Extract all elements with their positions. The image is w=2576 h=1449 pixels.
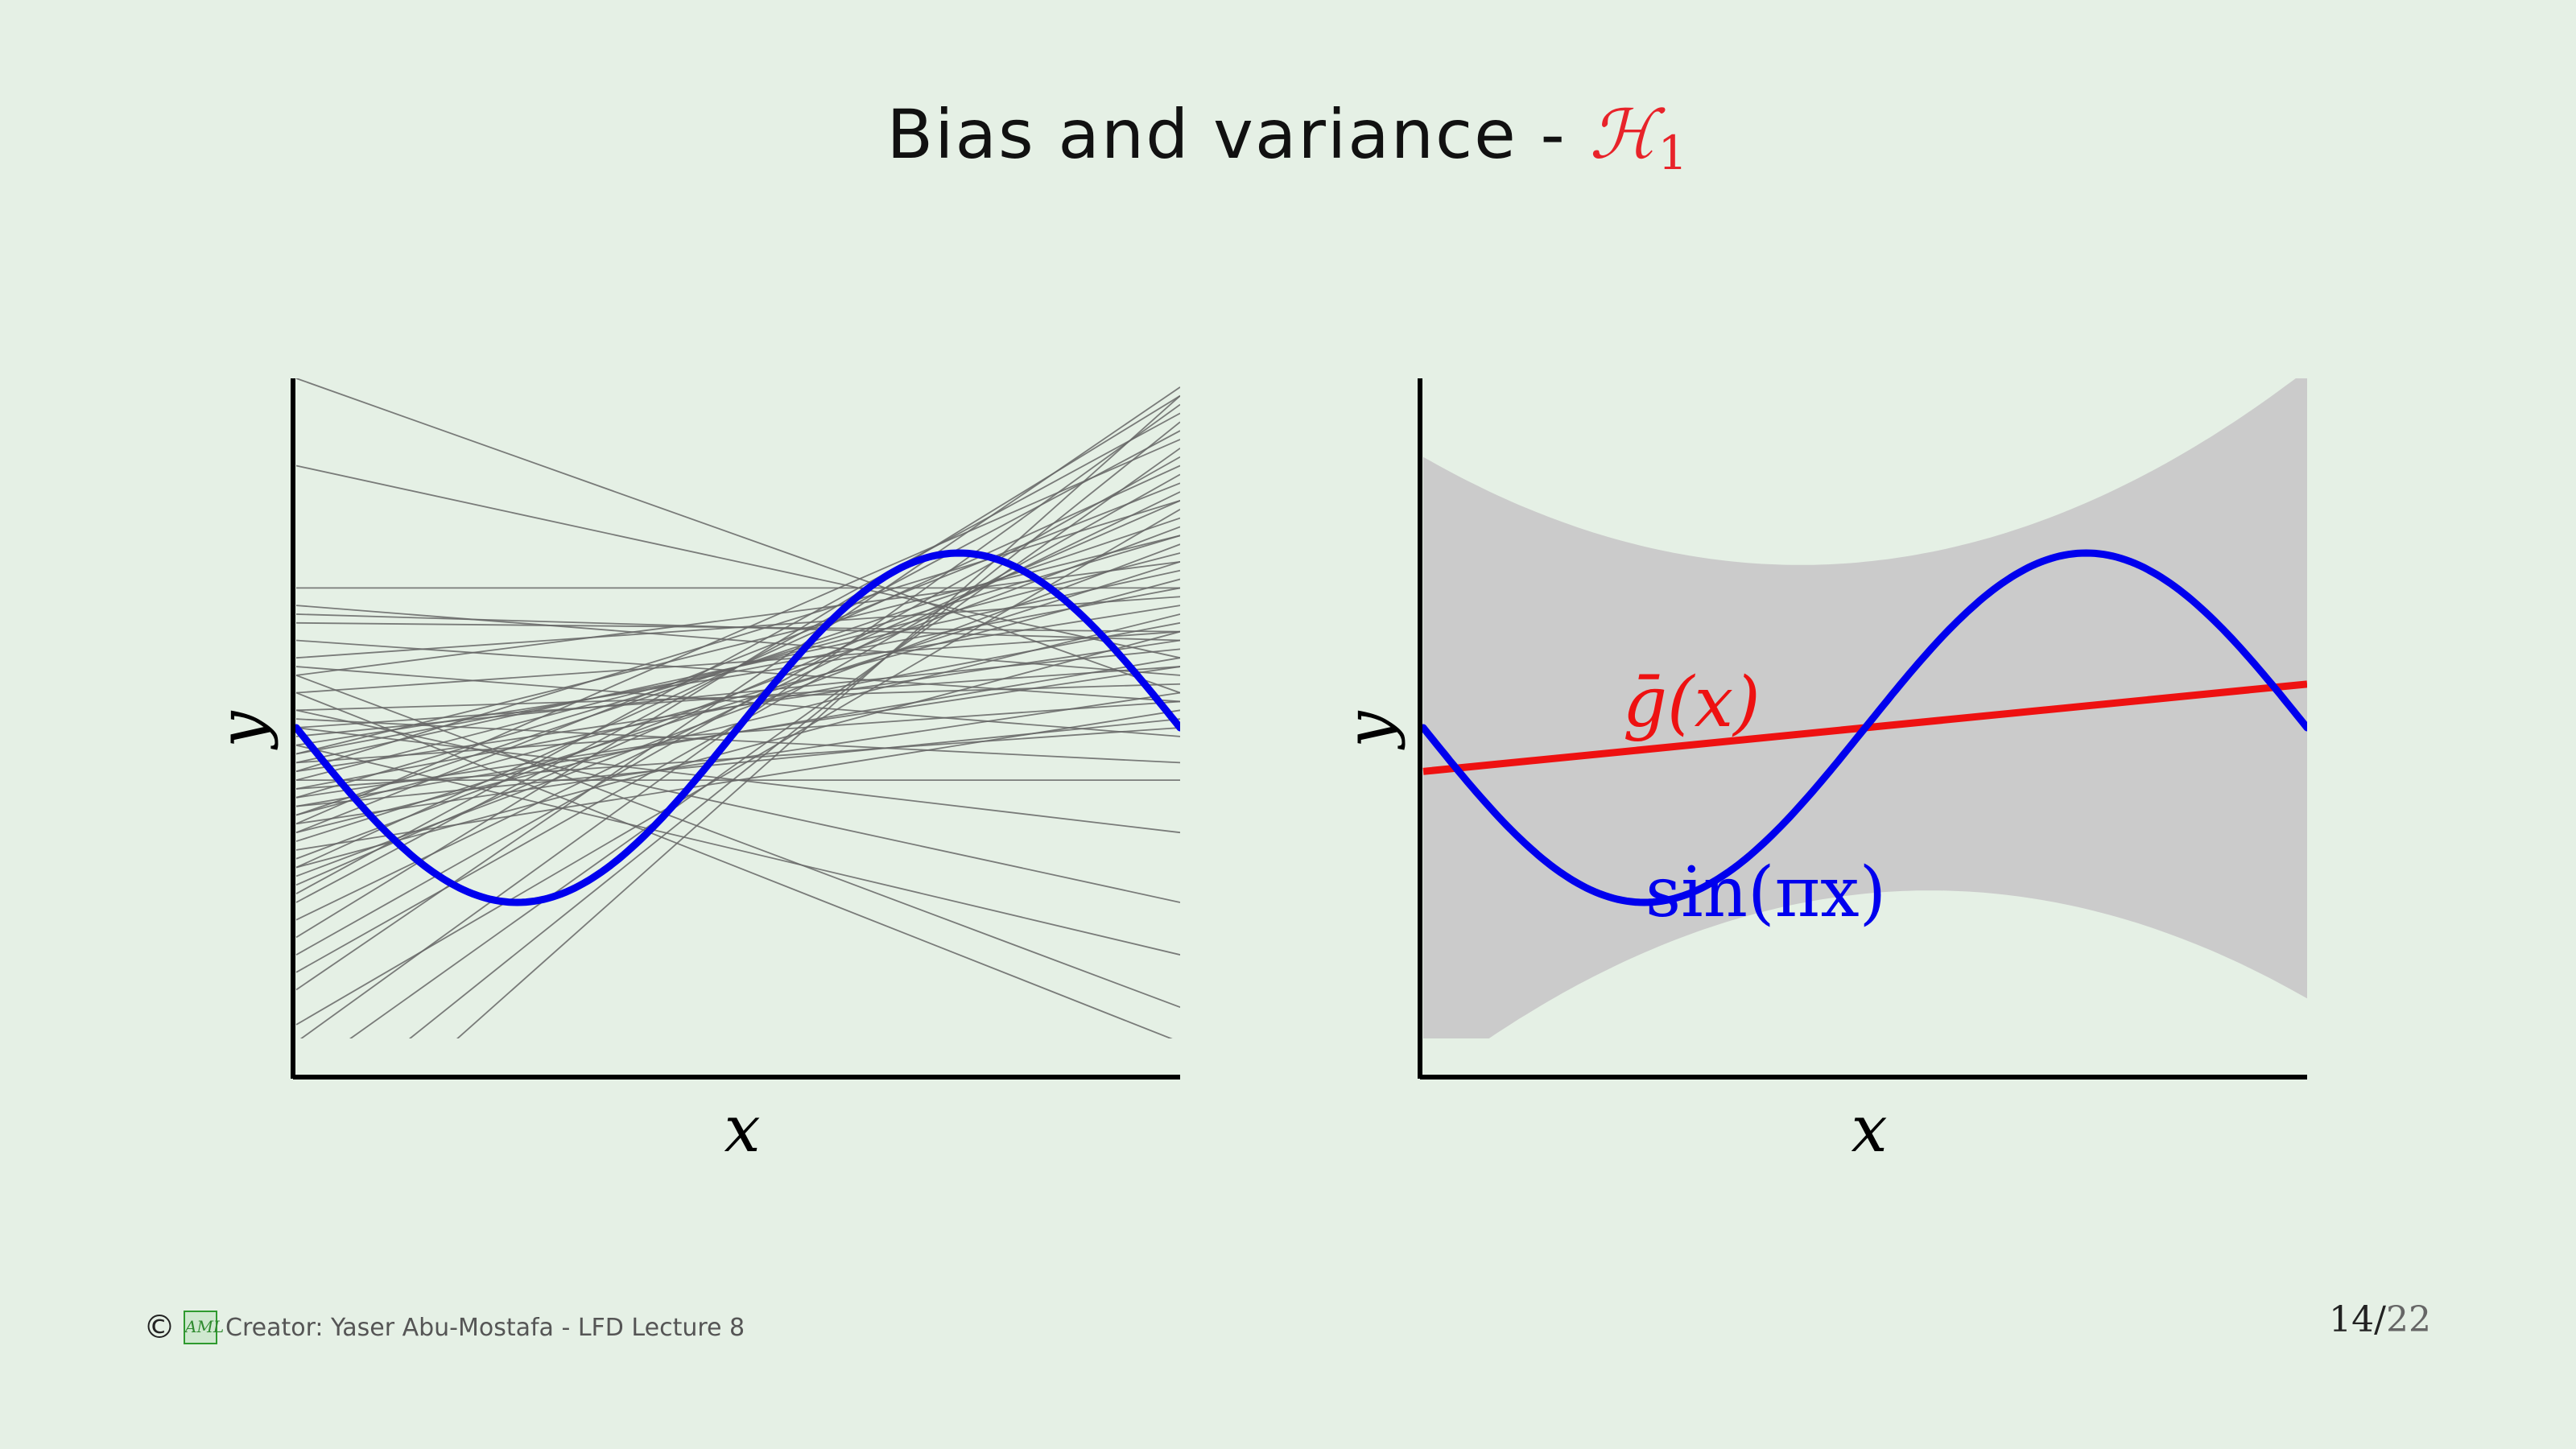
hypothesis-line bbox=[456, 395, 1180, 1038]
hypothesis-line bbox=[295, 482, 1180, 834]
hypothesis-lines-group bbox=[295, 378, 1180, 1038]
hypothesis-line bbox=[295, 630, 1180, 694]
hypothesis-line bbox=[295, 605, 1180, 676]
hypothesis-line bbox=[295, 718, 1180, 807]
slide-title: Bias and variance - ℋ1 bbox=[0, 95, 2576, 180]
hypothesis-line bbox=[295, 535, 1180, 755]
x-axis-label-left: x bbox=[724, 1092, 760, 1166]
chart-hypotheses: x y bbox=[204, 378, 1180, 1166]
hypothesis-line bbox=[295, 744, 1180, 956]
chart-bias-variance: x y ḡ(x) sin(πx) bbox=[1331, 378, 2307, 1166]
hypothesis-line bbox=[295, 526, 1180, 860]
hypothesis-line bbox=[295, 718, 1180, 764]
hypothesis-line bbox=[295, 630, 1180, 869]
hypothesis-line bbox=[295, 378, 1180, 694]
target-curve-left bbox=[292, 549, 1180, 906]
y-axis-label-left: y bbox=[204, 710, 279, 750]
hypothesis-line bbox=[295, 508, 1180, 1026]
x-axis-label-right: x bbox=[1851, 1092, 1887, 1166]
hypothesis-line bbox=[408, 421, 1180, 1038]
gbar-label: ḡ(x) bbox=[1623, 663, 1761, 743]
hypothesis-line bbox=[295, 439, 1180, 825]
target-curve-right bbox=[1422, 549, 2307, 906]
hypothesis-line bbox=[295, 456, 1180, 956]
aml-logo: AML bbox=[184, 1311, 224, 1344]
hypothesis-line bbox=[295, 412, 1180, 894]
page-current: 14 bbox=[2329, 1299, 2375, 1340]
hypothesis-line bbox=[295, 596, 1180, 659]
page-number: 14/22 bbox=[2329, 1299, 2431, 1340]
hypothesis-line bbox=[295, 709, 1180, 903]
hypothesis-set-symbol: ℋ1 bbox=[1589, 95, 1690, 180]
footer-credit: Creator: Yaser Abu-Mostafa - LFD Lecture… bbox=[225, 1313, 745, 1342]
target-label: sin(πx) bbox=[1645, 852, 1886, 933]
y-axis-label-right: y bbox=[1331, 710, 1406, 750]
hypothesis-line bbox=[295, 675, 1180, 1009]
hypothesis-line bbox=[295, 727, 1180, 834]
hypothesis-line bbox=[295, 639, 1180, 703]
title-text: Bias and variance - bbox=[886, 95, 1590, 174]
page-total: 22 bbox=[2386, 1299, 2431, 1340]
hypothesis-line bbox=[295, 666, 1180, 737]
hypothesis-line bbox=[295, 543, 1180, 877]
hypothesis-line bbox=[295, 727, 1180, 790]
footer: © AML Creator: Yaser Abu-Mostafa - LFD L… bbox=[143, 1309, 745, 1346]
hypothesis-line bbox=[295, 464, 1180, 659]
copyright-symbol: © bbox=[143, 1309, 175, 1346]
variance-band bbox=[1423, 378, 2307, 1038]
hypothesis-line bbox=[295, 683, 1180, 712]
hypothesis-line bbox=[295, 691, 1173, 1038]
